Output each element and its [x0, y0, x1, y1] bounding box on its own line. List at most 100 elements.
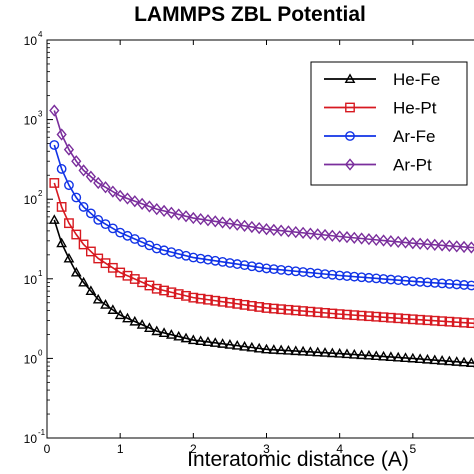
data-point [232, 218, 243, 231]
data-point [254, 262, 265, 273]
data-point [458, 240, 470, 254]
data-point [466, 241, 474, 254]
data-point [290, 225, 301, 239]
data-point [166, 206, 177, 219]
data-point [268, 303, 279, 314]
data-point [115, 267, 126, 278]
data-point [129, 315, 141, 326]
data-point [173, 208, 184, 221]
data-point [451, 317, 462, 328]
series-he-fe [48, 214, 474, 368]
data-point [144, 322, 155, 332]
series-he-pt [49, 178, 474, 329]
data-point [349, 271, 360, 282]
data-point [334, 347, 346, 358]
data-point [378, 274, 389, 284]
data-point [100, 219, 111, 230]
data-point [298, 306, 308, 316]
data-point [122, 270, 133, 281]
data-point [466, 280, 474, 291]
data-point [437, 316, 447, 327]
data-point [224, 339, 236, 349]
series-ar-pt [49, 104, 474, 254]
data-point [378, 234, 389, 247]
data-point [436, 355, 448, 365]
data-point [254, 221, 265, 235]
data-point [334, 230, 345, 243]
data-point [429, 315, 440, 326]
y-tick-exponent: 0 [38, 348, 43, 357]
data-point [188, 292, 199, 303]
data-point [209, 337, 221, 347]
data-point [159, 245, 169, 256]
data-point [159, 285, 169, 296]
data-point [327, 229, 338, 242]
data-point [371, 233, 382, 246]
data-point [246, 261, 257, 272]
data-point [276, 264, 287, 275]
y-tick-label: 10 [24, 273, 38, 287]
x-tick-label: 2 [190, 442, 197, 456]
data-point [459, 280, 469, 290]
data-point [246, 301, 257, 311]
data-point [64, 218, 74, 229]
data-point [415, 276, 426, 287]
data-point [385, 235, 396, 248]
data-point [253, 342, 265, 353]
data-point [407, 237, 418, 250]
data-point [400, 236, 411, 249]
data-point [78, 202, 89, 212]
data-point [49, 178, 60, 188]
data-point [378, 312, 389, 323]
legend-item: Ar-Pt [324, 156, 432, 175]
data-point [78, 239, 89, 250]
data-point [85, 170, 97, 183]
data-point [320, 269, 330, 279]
data-point [356, 272, 367, 283]
series-line [53, 110, 474, 249]
data-point [370, 350, 382, 361]
data-point [348, 348, 360, 359]
data-point [341, 348, 353, 359]
legend-box [310, 61, 468, 186]
data-point [393, 235, 404, 248]
data-point [429, 354, 441, 365]
data-point [107, 185, 118, 198]
series-ar-fe [49, 140, 474, 291]
data-point [70, 266, 82, 277]
data-point [151, 243, 162, 254]
data-point [385, 351, 397, 362]
legend-label: He-Pt [393, 99, 437, 118]
data-point [334, 270, 345, 281]
data-point [195, 213, 206, 226]
data-point [93, 214, 104, 225]
data-point [93, 176, 104, 190]
data-point [422, 353, 433, 364]
data-point [144, 200, 155, 213]
data-point [231, 339, 243, 350]
data-point [349, 231, 360, 244]
data-point [334, 309, 345, 320]
data-point [180, 210, 192, 223]
legend-item: Ar-Fe [324, 127, 436, 146]
y-tick-exponent: 3 [38, 110, 43, 119]
x-tick-label: 1 [117, 442, 124, 456]
data-point [71, 229, 82, 240]
legend-label: Ar-Fe [393, 127, 436, 146]
data-point [166, 287, 177, 298]
data-point [268, 223, 279, 237]
data-point [56, 164, 67, 174]
legend-item: He-Fe [324, 70, 440, 89]
data-point [210, 215, 221, 228]
data-point [268, 344, 280, 354]
data-point [407, 314, 418, 325]
data-point [356, 310, 367, 321]
data-point [225, 297, 235, 308]
data-point [210, 255, 221, 266]
x-tick-label: 0 [44, 442, 51, 456]
data-point [151, 325, 163, 336]
data-point [217, 338, 228, 348]
data-point [136, 319, 148, 329]
data-point [78, 276, 89, 287]
